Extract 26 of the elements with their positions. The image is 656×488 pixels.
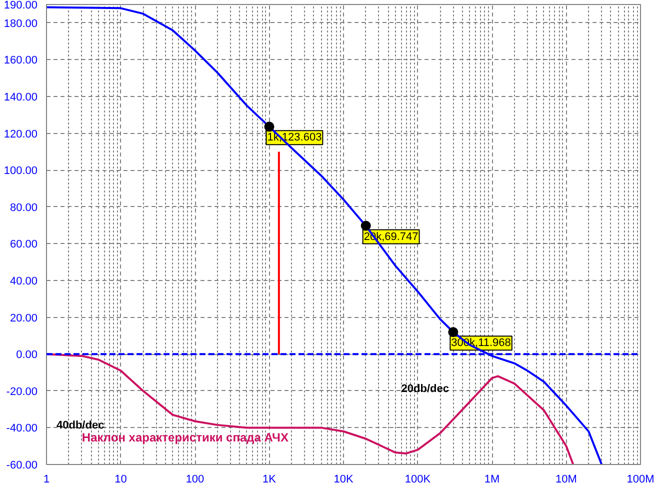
y-tick-label: 80.00 [10, 202, 38, 214]
y-tick-label: -60.00 [6, 460, 38, 472]
y-tick-label: 120.00 [4, 128, 38, 140]
y-tick-label: 180.00 [4, 18, 38, 30]
y-tick-label: 40.00 [10, 276, 38, 288]
y-tick-label: 60.00 [10, 238, 38, 251]
y-tick-label: 190.00 [4, 0, 38, 12]
x-tick-label: 1K [262, 474, 277, 486]
x-tick-label: 1M [484, 474, 500, 486]
x-tick-label: 10K [334, 474, 354, 486]
y-tick-label: 140.00 [4, 92, 38, 104]
y-tick-label: -40.00 [6, 422, 38, 435]
x-tick-label: 10 [114, 474, 127, 486]
series-label: Наклон характеристики спада АЧХ [82, 430, 288, 444]
y-tick-label: 160.00 [4, 54, 38, 67]
x-tick-label: 1 [43, 474, 50, 486]
y-tick-label: 100.00 [4, 165, 38, 178]
x-tick-label: 100M [626, 474, 654, 486]
y-tick-label: -20.00 [6, 386, 38, 398]
y-tick-label: 20.00 [10, 312, 38, 324]
y-tick-label: 0.00 [16, 349, 38, 362]
x-tick-label: 100 [186, 474, 204, 486]
annotation: 40db/dec [56, 420, 104, 432]
x-tick-label: 100K [404, 474, 432, 486]
x-tick-label: 10M [556, 474, 577, 486]
annotation: 20db/dec [401, 382, 449, 395]
